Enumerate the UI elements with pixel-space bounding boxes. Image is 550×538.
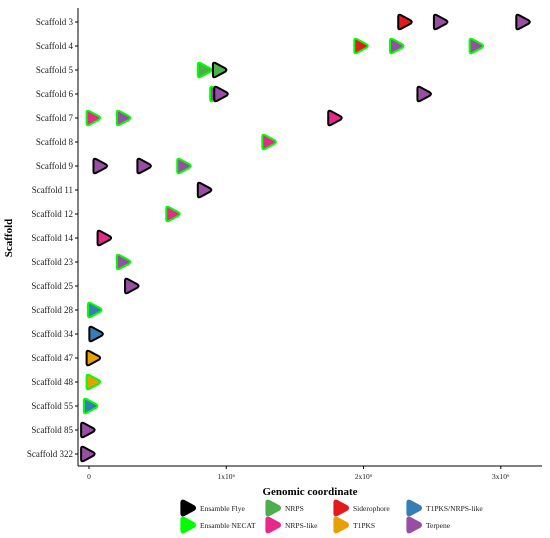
y-tick-label: Scaffold 4 [36, 41, 74, 51]
y-tick-label: Scaffold 34 [31, 329, 73, 339]
svg-text:Ensamble Flye: Ensamble Flye [200, 504, 245, 513]
data-point [165, 205, 181, 223]
y-tick-label: Scaffold 14 [31, 233, 73, 243]
y-tick-label: Scaffold 12 [31, 209, 73, 219]
data-point [176, 157, 192, 175]
data-point [416, 85, 432, 103]
legend: Ensamble Flye Ensamble NECAT NRPS NRPS-like… [180, 499, 483, 534]
data-point [96, 229, 113, 247]
data-point [85, 373, 102, 391]
data-point [353, 37, 369, 55]
legend-type-nrps-like: NRPS-like [265, 516, 318, 534]
svg-text:NRPS-like: NRPS-like [285, 521, 318, 530]
svg-text:T1PKS/NRPS-like: T1PKS/NRPS-like [426, 504, 483, 513]
data-point [515, 13, 531, 31]
y-tick-label: Scaffold 6 [36, 89, 74, 99]
x-axis-title: Genomic coordinate [262, 486, 357, 498]
data-point [196, 61, 213, 79]
x-tick-label: 2x10⁶ [355, 472, 373, 481]
svg-text:T1PKS: T1PKS [353, 521, 375, 530]
x-axis-ticks: 0 1x10⁶ 2x10⁶ 3x10⁶ [87, 466, 510, 481]
legend-type-t1pks: T1PKS [333, 516, 375, 534]
y-tick-label: Scaffold 48 [31, 377, 73, 387]
data-point [388, 37, 405, 55]
y-tick-label: Scaffold 55 [31, 401, 73, 411]
y-tick-label: Scaffold 7 [36, 113, 74, 123]
svg-text:Terpene: Terpene [426, 521, 451, 530]
data-point [432, 13, 449, 31]
legend-assembly-necat: Ensamble NECAT [180, 516, 256, 534]
data-point [85, 349, 102, 367]
y-tick-label: Scaffold 8 [36, 137, 74, 147]
svg-text:Siderophore: Siderophore [353, 504, 390, 513]
data-point [115, 109, 132, 127]
y-tick-label: Scaffold 5 [36, 65, 74, 75]
data-point [92, 157, 108, 175]
data-point [213, 85, 229, 103]
legend-type-terpene: Terpene [406, 516, 451, 534]
data-point [136, 157, 152, 175]
data-point [211, 61, 228, 79]
legend-assembly-flye: Ensamble Flye [180, 499, 245, 517]
svg-text:Ensamble NECAT: Ensamble NECAT [200, 521, 256, 530]
y-tick-label: Scaffold 9 [36, 161, 74, 171]
plot-frame [77, 8, 542, 467]
legend-type-nrps: NRPS [265, 499, 304, 517]
legend-type-t1pks-nrps-like: T1PKS/NRPS-like [406, 499, 483, 517]
data-point [124, 277, 140, 295]
data-point [115, 253, 132, 271]
data-points [80, 13, 531, 463]
y-tick-label: Scaffold 47 [31, 353, 73, 363]
svg-text:NRPS: NRPS [285, 504, 304, 513]
data-point [85, 109, 102, 127]
data-point [80, 421, 96, 439]
data-point [397, 13, 413, 31]
data-point [468, 37, 485, 55]
y-tick-label: Scaffold 322 [27, 449, 73, 459]
data-point [88, 325, 104, 343]
y-axis-ticks: Scaffold 3 Scaffold 4 Scaffold 5 Scaffold 6… [27, 17, 78, 459]
data-point [196, 181, 213, 199]
y-tick-label: Scaffold 25 [31, 281, 73, 291]
data-point [82, 397, 99, 415]
y-tick-label: Scaffold 28 [31, 305, 73, 315]
y-tick-label: Scaffold 23 [31, 257, 73, 267]
x-tick-label: 3x10⁶ [492, 472, 510, 481]
y-axis-title: Scaffold [3, 219, 15, 258]
y-tick-label: Scaffold 85 [31, 425, 73, 435]
y-tick-label: Scaffold 11 [32, 185, 73, 195]
x-tick-label: 0 [87, 472, 91, 481]
y-tick-label: Scaffold 3 [36, 17, 74, 27]
x-tick-label: 1x10⁶ [217, 472, 235, 481]
data-point [261, 133, 277, 151]
data-point [327, 109, 343, 127]
data-point [80, 445, 96, 463]
data-point [86, 301, 103, 319]
legend-type-siderophore: Siderophore [333, 499, 390, 517]
